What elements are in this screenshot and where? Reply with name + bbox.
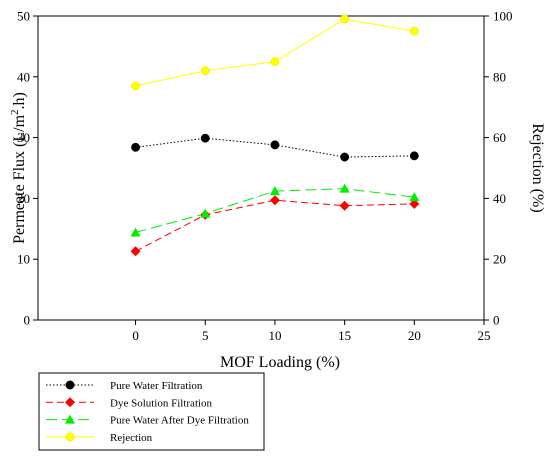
- legend-marker: [65, 380, 75, 390]
- legend-marker: [65, 432, 75, 442]
- data-point-3-1: [200, 66, 210, 76]
- data-point-3-2: [270, 57, 280, 67]
- data-point-0-0: [131, 142, 141, 152]
- y-tick-label: 20: [17, 191, 30, 206]
- y-tick-label: 30: [17, 130, 30, 145]
- y2-tick-label: 0: [493, 313, 500, 328]
- data-point-0-2: [270, 140, 280, 150]
- data-point-0-3: [340, 152, 350, 162]
- data-point-2-3: [339, 183, 350, 193]
- y2-axis-title: Rejection (%): [529, 123, 546, 212]
- y2-tick-label: 20: [493, 252, 506, 267]
- data-point-0-1: [200, 133, 210, 143]
- data-point-2-1: [200, 208, 211, 218]
- x-axis-title: MOF Loading (%): [220, 354, 340, 371]
- y-tick-label: 40: [17, 69, 30, 84]
- data-point-0-4: [409, 151, 419, 161]
- y2-tick-label: 40: [493, 191, 506, 206]
- legend-label: Rejection: [110, 432, 153, 444]
- data-point-1-4: [409, 198, 420, 209]
- data-point-1-2: [269, 195, 280, 206]
- series-line-3: [135, 18, 415, 87]
- x-tick-label: 20: [408, 328, 421, 343]
- plot-frame: [37, 15, 485, 321]
- y-axis-title: Permeate Flux (L/m2.h): [9, 92, 28, 244]
- series-line-1: [135, 199, 415, 252]
- legend-label: Pure Water After Dye Filtration: [110, 415, 249, 427]
- data-point-3-3: [340, 14, 350, 24]
- y2-tick-label: 60: [493, 130, 506, 145]
- data-point-2-4: [409, 192, 420, 202]
- y-tick-label: 0: [24, 313, 31, 328]
- x-tick-label: 15: [338, 328, 351, 343]
- legend-label: Pure Water Filtration: [110, 380, 203, 392]
- data-point-1-3: [339, 200, 350, 211]
- y-tick-label: 50: [17, 9, 30, 24]
- y-tick-label: 10: [17, 252, 30, 267]
- legend: Pure Water Filtration Dye Solution Filtra…: [38, 372, 265, 451]
- legend-marker: [65, 397, 75, 408]
- legend-marker: [65, 414, 75, 424]
- y2-tick-label: 100: [493, 9, 513, 24]
- x-tick-label: 0: [132, 328, 139, 343]
- legend-items: Pure Water Filtration Dye Solution Filtra…: [46, 380, 249, 444]
- y2-tick-label: 80: [493, 69, 506, 84]
- legend-label: Dye Solution Filtration: [110, 397, 213, 409]
- data-point-3-4: [409, 26, 419, 36]
- x-tick-label: 25: [478, 328, 491, 343]
- series-lines: [135, 18, 415, 252]
- data-point-2-0: [130, 227, 141, 237]
- series-markers: [130, 14, 420, 257]
- x-tick-label: 10: [268, 328, 281, 343]
- data-point-2-2: [269, 186, 280, 196]
- data-point-3-0: [131, 81, 141, 91]
- data-point-1-0: [130, 246, 141, 257]
- x-tick-label: 5: [202, 328, 209, 343]
